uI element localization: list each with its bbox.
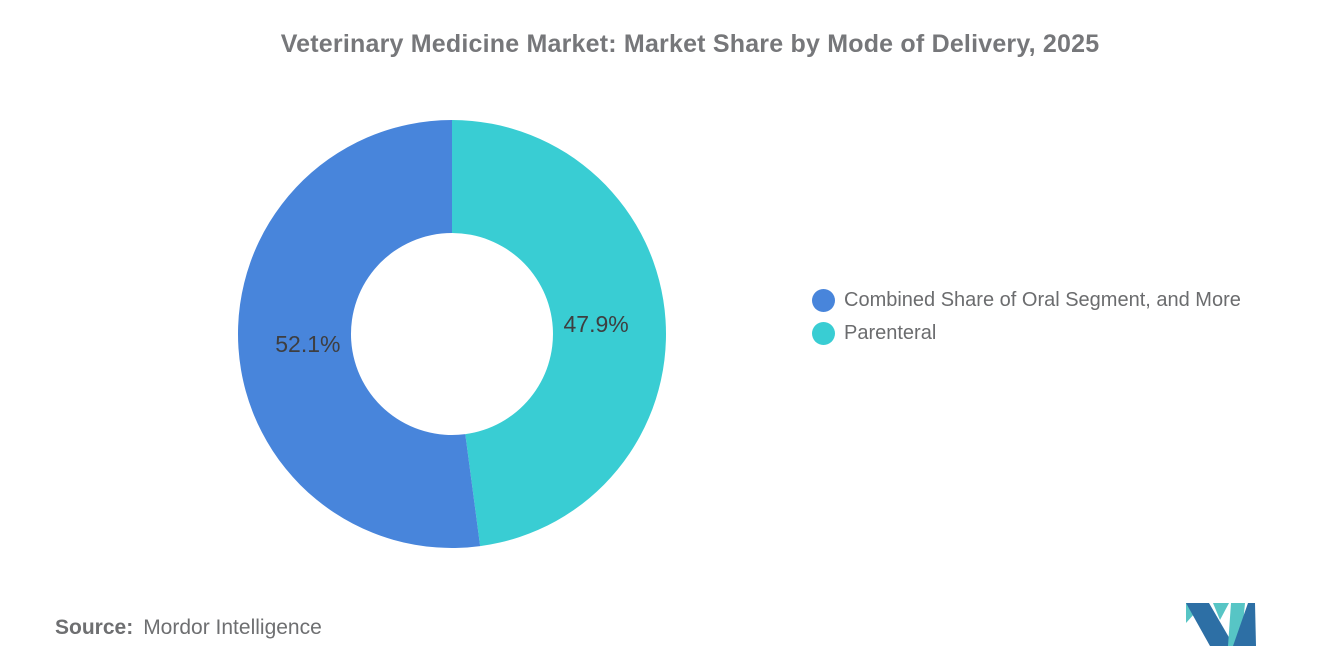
legend: Combined Share of Oral Segment, and More…: [812, 284, 1241, 350]
legend-item-parenteral[interactable]: Parenteral: [812, 317, 1241, 350]
mordor-intelligence-logo: [1186, 603, 1256, 646]
source-text: Mordor Intelligence: [143, 616, 322, 639]
slice-label-oral-segment: 52.1%: [275, 330, 341, 357]
legend-item-oral-segment[interactable]: Combined Share of Oral Segment, and More: [812, 284, 1241, 317]
slice-label-parenteral: 47.9%: [563, 311, 629, 338]
pie-slice-combined-share-of-oral-segment-and-more[interactable]: [237, 119, 481, 549]
source-label: Source:: [55, 616, 134, 639]
chart-title: Veterinary Medicine Market: Market Share…: [280, 30, 1100, 58]
legend-item-label: Combined Share of Oral Segment, and More: [844, 289, 1241, 311]
source-attribution: Source: Mordor Intelligence: [55, 616, 322, 640]
legend-marker-icon: [812, 322, 835, 345]
pie-slice-parenteral[interactable]: [452, 120, 666, 547]
legend-marker-icon: [812, 289, 835, 312]
legend-item-label: Parenteral: [844, 322, 937, 344]
